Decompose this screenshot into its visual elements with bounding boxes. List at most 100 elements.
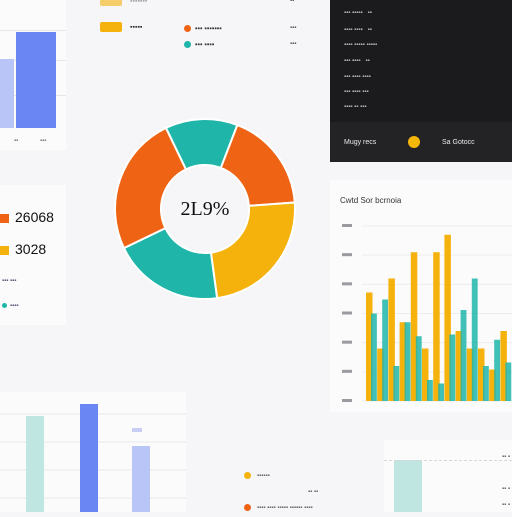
bar-amber	[399, 322, 407, 401]
bar-teal	[471, 278, 478, 401]
legend-item: ▪▪▪▪▪	[100, 22, 142, 32]
bar-teal	[415, 336, 422, 401]
legend-item: ▪▪ ▪▪	[308, 489, 319, 495]
right-bar-chart: Cwtd Sor bcrnoia	[330, 180, 512, 412]
kpi-value: 26068	[15, 209, 54, 225]
kpi-row: 26068	[0, 209, 54, 225]
legend-dot-teal	[184, 41, 191, 48]
legend-item: ▪▪▪ ▪▪▪▪	[184, 41, 214, 48]
top-left-bar-card: ▪▪ ▪▪▪	[0, 0, 66, 150]
dark-panel-row: ▪▪▪ ▪▪▪▪ ▪▪	[344, 58, 370, 64]
legend-item: ▪▪▪ ▪▪▪▪▪▪▪	[184, 25, 222, 32]
right-chart-title: Cwtd Sor bcrnoia	[340, 196, 402, 205]
bar-teal	[371, 313, 377, 401]
kpi-caption: ▪▪▪ ▪▪▪	[2, 278, 17, 284]
bar-amber	[478, 348, 485, 401]
donut-center-label: 2L9%	[180, 198, 230, 220]
bar-teal	[382, 299, 389, 401]
bar-teal	[438, 383, 445, 401]
gridline	[0, 30, 66, 31]
bottom-left-bar-card	[0, 392, 186, 512]
bar	[80, 404, 98, 512]
kpi-swatch-amber	[0, 245, 9, 255]
donut-slice	[219, 123, 296, 207]
bar-amber	[489, 369, 496, 401]
y-tick-label	[342, 282, 352, 286]
kpi-row: 3028	[0, 241, 46, 257]
bottom-left-svg	[0, 404, 186, 512]
bar-amber	[388, 278, 395, 401]
dark-panel-row: ▪▪▪▪ ▪▪▪▪ ▪▪	[344, 27, 372, 33]
bar	[0, 59, 14, 128]
kpi-caption-dot	[2, 303, 7, 308]
dark-panel-row: ▪▪▪▪ ▪▪▪▪▪ ▪▪▪▪▪	[344, 42, 378, 48]
bar	[26, 416, 44, 512]
gridline	[384, 460, 512, 461]
bar	[394, 460, 422, 512]
dark-panel-row: ▪▪▪▪ ▪▪ ▪▪▪	[344, 104, 367, 110]
dark-panel-footer: Mugy recs Sa Gotocc	[330, 122, 512, 162]
axis-label: ▪▪ ▪	[501, 486, 510, 492]
y-tick-label	[342, 253, 352, 257]
bottom-right-card: ▪▪ ▪ ▪▪ ▪ ▪▪ ▪	[384, 440, 512, 512]
bar	[16, 31, 56, 128]
legend-value: ▪▪▪	[290, 25, 297, 31]
tick-label: ▪▪▪	[40, 138, 47, 144]
legend-swatch-amber	[100, 22, 122, 32]
bar-teal	[393, 366, 400, 401]
bar-cap	[132, 428, 142, 432]
bar-amber	[500, 331, 507, 401]
bar-teal	[483, 366, 489, 401]
bar-teal	[404, 322, 411, 401]
dark-panel-row: ▪▪▪ ▪▪▪▪ ▪▪▪▪	[344, 74, 371, 80]
bar-teal	[427, 380, 433, 401]
donut-chart: 2L9%	[110, 110, 300, 308]
bar-amber	[366, 292, 373, 401]
dark-panel-row: ▪▪▪ ▪▪▪▪▪ ▪▪	[344, 10, 372, 16]
bar-teal	[494, 339, 501, 401]
kpi-value: 3028	[15, 241, 47, 257]
donut-svg	[114, 118, 296, 300]
donut-slice	[114, 126, 188, 250]
y-tick-label	[342, 369, 352, 373]
legend-item: ▪▪▪▪▪▪	[244, 472, 270, 479]
kpi-card: 26068 3028 ▪▪▪ ▪▪▪ ▪▪▪▪	[0, 185, 66, 325]
bar	[132, 446, 150, 512]
legend-item: ▪▪▪▪▪▪▪	[100, 0, 147, 6]
y-tick-label	[342, 311, 352, 315]
bar-amber	[377, 348, 384, 401]
kpi-caption: ▪▪▪▪	[2, 303, 19, 309]
legend-swatch	[100, 0, 122, 6]
legend-value: ▪▪▪	[290, 41, 297, 47]
legend-dot-orange	[244, 504, 251, 511]
status-dot	[408, 136, 420, 148]
dark-panel-footer-label: Mugy recs	[344, 139, 377, 146]
legend-item: ▪▪▪▪ ▪▪▪▪ ▪▪▪▪▪ ▪▪▪▪▪▪ ▪▪▪▪	[244, 504, 313, 511]
y-tick-label	[342, 340, 352, 344]
legend-value: ▪▪	[290, 0, 295, 4]
y-tick-label	[342, 224, 352, 227]
bar-amber	[410, 252, 418, 401]
axis-label: ▪▪ ▪	[501, 502, 510, 508]
axis-label: ▪▪ ▪	[501, 454, 510, 460]
donut-slice	[209, 201, 296, 300]
bar-amber	[444, 234, 451, 401]
bottom-legend: ▪▪▪▪▪▪ ▪▪ ▪▪ ▪▪▪▪ ▪▪▪▪ ▪▪▪▪▪ ▪▪▪▪▪▪ ▪▪▪▪	[240, 462, 380, 512]
legend-dot-orange	[184, 25, 191, 32]
top-legend: ▪▪▪▪▪▪▪ ▪▪▪▪▪ ▪▪▪ ▪▪▪▪▪▪▪ ▪▪▪ ▪▪▪▪ ▪▪ ▪▪…	[100, 0, 310, 60]
legend-dot-amber	[244, 472, 251, 479]
bar-teal	[449, 334, 456, 401]
bar-amber	[466, 348, 474, 401]
bar-teal	[505, 362, 512, 401]
dark-panel-footer-value: Sa Gotocc	[442, 139, 475, 146]
y-tick-label	[342, 399, 352, 402]
bar-amber	[455, 331, 463, 401]
dark-summary-panel: ▪▪▪ ▪▪▪▪▪ ▪▪ ▪▪▪▪ ▪▪▪▪ ▪▪ ▪▪▪▪ ▪▪▪▪▪ ▪▪▪…	[330, 0, 512, 162]
kpi-swatch-orange	[0, 213, 9, 223]
tick-label: ▪▪	[14, 138, 19, 144]
dark-panel-row: ▪▪▪ ▪▪▪▪ ▪▪▪	[344, 89, 369, 95]
right-bar-svg	[342, 224, 512, 402]
bar-amber	[433, 252, 440, 401]
bar-teal	[460, 310, 467, 401]
bar-amber	[422, 348, 429, 401]
